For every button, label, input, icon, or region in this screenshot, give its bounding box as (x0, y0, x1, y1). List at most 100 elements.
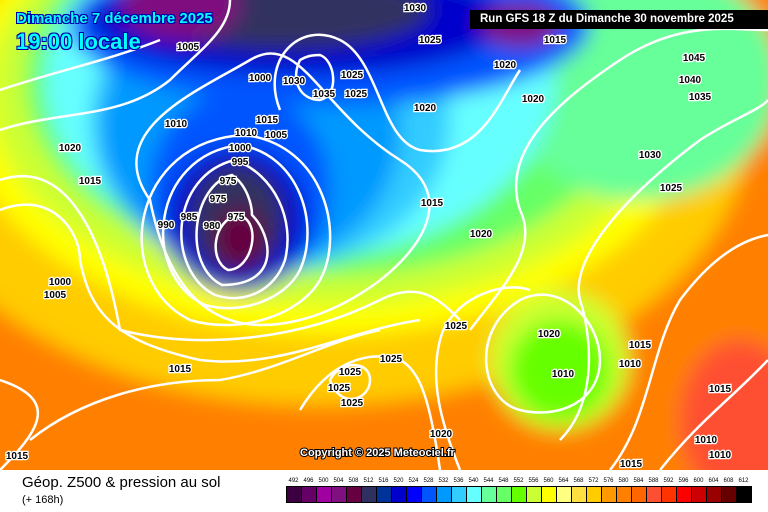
legend-swatch (422, 487, 437, 502)
pressure-label: 1030 (404, 3, 427, 14)
legend-label: 560 (543, 478, 554, 484)
forecast-time: 19:00 locale (16, 29, 141, 54)
legend-swatch (557, 487, 572, 502)
pressure-label: 1030 (283, 76, 306, 87)
pressure-label: 1010 (695, 435, 718, 446)
legend-label: 564 (558, 478, 569, 484)
legend-swatch (662, 487, 677, 502)
pressure-label: 1020 (470, 229, 493, 240)
pressure-label: 975 (228, 212, 245, 223)
pressure-label: 1015 (620, 459, 643, 470)
legend-swatch (362, 487, 377, 502)
pressure-label: 1015 (79, 176, 102, 187)
legend-label: 584 (633, 478, 644, 484)
legend-label: 592 (663, 478, 674, 484)
legend-swatch (332, 487, 347, 502)
pressure-label: 1015 (6, 451, 29, 462)
pressure-label: 980 (204, 221, 221, 232)
legend-swatch (317, 487, 332, 502)
legend-label: 552 (513, 478, 524, 484)
legend-swatch (287, 487, 302, 502)
pressure-label: 975 (220, 176, 237, 187)
pressure-label: 985 (181, 212, 198, 223)
pressure-label: 1025 (339, 367, 362, 378)
legend-label: 540 (468, 478, 479, 484)
legend-label: 520 (393, 478, 404, 484)
pressure-label: 1035 (689, 92, 712, 103)
legend-label: 496 (303, 478, 314, 484)
legend-label: 492 (288, 478, 299, 484)
legend-label: 524 (408, 478, 419, 484)
pressure-label: 1020 (430, 429, 453, 440)
legend-swatch (392, 487, 407, 502)
legend-label: 548 (498, 478, 509, 484)
legend-label: 608 (723, 478, 734, 484)
color-legend: 492 496 500 504 508 512 516 520 524 528 532 536 540 5… (286, 477, 752, 503)
pressure-label: 1025 (660, 183, 683, 194)
legend-swatch (512, 487, 527, 502)
pressure-label: 1020 (414, 103, 437, 114)
pressure-label: 1010 (552, 369, 575, 380)
legend-swatch (572, 487, 587, 502)
legend-swatch (347, 487, 362, 502)
legend-label: 556 (528, 478, 539, 484)
legend-labels: 492 496 500 504 508 512 516 520 524 528 532 536 540 5… (286, 477, 752, 486)
pressure-label: 1020 (538, 329, 561, 340)
legend-swatch (527, 487, 542, 502)
z500-color-field (0, 0, 768, 470)
pressure-label: 1025 (328, 383, 351, 394)
footer-bar: Géop. Z500 & pression au sol (+ 168h) 49… (0, 470, 768, 512)
legend-label: 532 (438, 478, 449, 484)
pressure-label: 1015 (256, 115, 279, 126)
pressure-label: 1015 (421, 198, 444, 209)
pressure-label: 1025 (341, 70, 364, 81)
legend-swatch (437, 487, 452, 502)
legend-label: 512 (363, 478, 374, 484)
legend-swatch (677, 487, 692, 502)
legend-label: 528 (423, 478, 434, 484)
pressure-label: 1025 (419, 35, 442, 46)
pressure-label: 1020 (59, 143, 82, 154)
pressure-label: 1005 (265, 130, 288, 141)
legend-label: 508 (348, 478, 359, 484)
legend-swatch (632, 487, 647, 502)
pressure-label: 1015 (544, 35, 567, 46)
legend-label: 576 (603, 478, 614, 484)
pressure-label: 1000 (229, 143, 252, 154)
geopotential-map: 1005 1030 1025 1015 1020 1020 1045 1040 1035 1030… (0, 0, 768, 470)
pressure-label: 990 (158, 220, 175, 231)
forecast-date: Dimanche 7 décembre 2025 (16, 10, 213, 27)
pressure-label: 1005 (44, 290, 67, 301)
pressure-label: 1000 (249, 73, 272, 84)
legend-swatch (692, 487, 707, 502)
legend-swatch (722, 487, 737, 502)
pressure-label: 1015 (169, 364, 192, 375)
legend-swatch (377, 487, 392, 502)
legend-swatch (467, 487, 482, 502)
pressure-labels: 1005 1030 1025 1015 1020 1020 1045 1040 1035 1030… (5, 2, 733, 470)
pressure-label: 1020 (494, 60, 517, 71)
pressure-label: 1005 (177, 42, 200, 53)
legend-swatches (286, 486, 752, 503)
pressure-label: 1025 (341, 398, 364, 409)
pressure-label: 1025 (345, 89, 368, 100)
legend-swatch (617, 487, 632, 502)
pressure-label: 975 (210, 194, 227, 205)
legend-label: 536 (453, 478, 464, 484)
pressure-label: 1035 (313, 89, 336, 100)
run-info: Run GFS 18 Z du Dimanche 30 novembre 202… (470, 10, 768, 29)
pressure-label: 1010 (619, 359, 642, 370)
legend-swatch (737, 487, 751, 502)
copyright-text: Copyright © 2025 Meteociel.fr (300, 447, 456, 459)
product-title: Géop. Z500 & pression au sol (22, 474, 221, 491)
legend-swatch (602, 487, 617, 502)
pressure-label: 1015 (709, 384, 732, 395)
legend-swatch (707, 487, 722, 502)
pressure-label: 1025 (445, 321, 468, 332)
legend-label: 544 (483, 478, 494, 484)
legend-label: 568 (573, 478, 584, 484)
legend-label: 516 (378, 478, 389, 484)
legend-swatch (482, 487, 497, 502)
isobars (0, 0, 768, 470)
legend-swatch (542, 487, 557, 502)
